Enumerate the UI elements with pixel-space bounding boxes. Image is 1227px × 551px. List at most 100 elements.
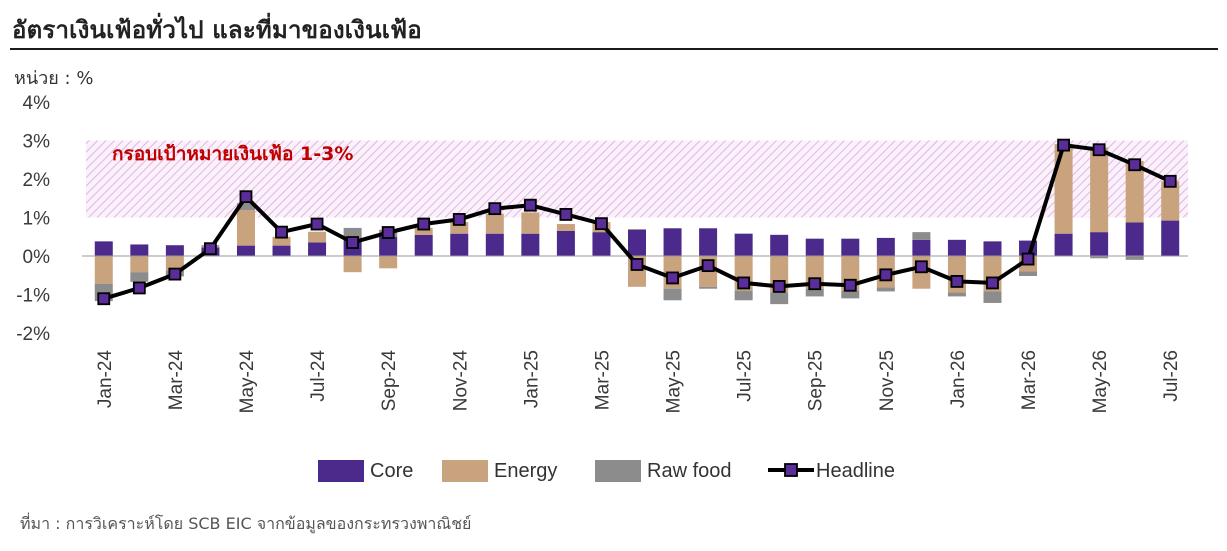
bar-raw-food [628, 229, 646, 230]
legend-label: Raw food [647, 460, 732, 482]
x-tick-label: May-25 [664, 350, 685, 413]
bar-core [272, 245, 291, 256]
headline-point [452, 213, 466, 226]
bar-raw-food [770, 292, 789, 305]
headline-point [97, 292, 111, 306]
x-tick-label: May-26 [1090, 350, 1111, 413]
bar-core [236, 245, 255, 256]
headline-point [132, 281, 146, 295]
headline-point [666, 271, 679, 285]
bar-core [308, 242, 327, 256]
y-tick-label: 2% [23, 170, 51, 191]
headline-point [1021, 252, 1035, 266]
bar-core [521, 233, 540, 256]
x-tick-label: Jul-25 [735, 350, 756, 402]
source-note: ที่มา : การวิเคราะห์โดย SCB EIC จากข้อมู… [20, 514, 472, 533]
x-tick-label: Jul-26 [1161, 350, 1182, 402]
bar-raw-food [947, 292, 966, 297]
bar-energy [1161, 181, 1180, 221]
headline-point [417, 217, 431, 231]
bar-energy [450, 222, 469, 234]
x-tick-label: Sep-25 [806, 350, 827, 411]
bar-raw-food [343, 227, 362, 239]
headline-point [950, 275, 964, 288]
y-tick-label: 1% [23, 209, 51, 230]
x-tick-label: Jan-25 [521, 350, 542, 408]
bar-core [947, 239, 966, 256]
bar-energy [130, 256, 149, 273]
x-tick-label: Nov-25 [877, 350, 898, 411]
bar-energy [1090, 147, 1109, 233]
bar-core [1090, 232, 1109, 256]
bar-core [628, 229, 646, 256]
bar-core [876, 237, 895, 256]
headline-point [168, 267, 182, 281]
bar-core [770, 234, 789, 256]
x-tick-label: May-24 [237, 350, 258, 414]
headline-point [914, 260, 928, 274]
bar-raw-food [983, 291, 1002, 303]
headline-point [346, 236, 360, 249]
bar-energy [1054, 145, 1073, 234]
bar-energy [165, 256, 184, 271]
bar-core [485, 233, 504, 256]
legend-label: Energy [494, 460, 557, 482]
headline-point [1057, 138, 1070, 152]
bar-core [450, 233, 469, 256]
y-tick-label: 4% [23, 93, 51, 114]
bar-energy [236, 210, 255, 246]
x-tick-label: Mar-26 [1019, 350, 1040, 410]
headline-point [523, 198, 537, 212]
x-tick-label: Mar-24 [166, 350, 187, 411]
headline-point [808, 277, 822, 291]
x-tick-label: Mar-25 [592, 350, 613, 410]
y-tick-label: 3% [23, 132, 51, 153]
target-band-label: กรอบเป้าหมายเงินเฟ้อ 1-3% [112, 143, 353, 165]
x-tick-label: Sep-24 [379, 350, 400, 412]
legend-label: Headline [816, 460, 895, 482]
bar-raw-food [1019, 271, 1038, 277]
bar-energy [379, 256, 398, 269]
bar-core [983, 241, 1002, 256]
bar-raw-food [130, 272, 149, 282]
bar-core [805, 238, 824, 256]
x-tick-label: Jul-24 [308, 350, 329, 402]
headline-point [1128, 158, 1142, 172]
bar-energy [521, 212, 540, 234]
headline-point [239, 190, 253, 204]
bar-core [130, 244, 149, 256]
bar-core [912, 239, 931, 256]
x-tick-label: Jan-26 [948, 350, 969, 408]
bar-core [1054, 233, 1073, 256]
bar-raw-food [912, 232, 931, 240]
headline-point [772, 280, 786, 293]
headline-point [310, 217, 324, 231]
bar-raw-food [876, 287, 895, 292]
bar-energy [414, 227, 433, 235]
x-tick-label: Nov-24 [450, 350, 471, 412]
headline-point [559, 208, 573, 221]
bar-energy [556, 224, 575, 231]
bar-raw-food [1125, 256, 1144, 260]
bar-energy [343, 256, 362, 273]
bar-energy [272, 236, 291, 246]
target-band [86, 140, 1188, 218]
bar-raw-food [734, 290, 753, 301]
headline-point [843, 278, 857, 292]
bar-energy [1125, 160, 1144, 223]
bar-core [414, 234, 433, 256]
bar-core [94, 241, 113, 256]
bar-core [165, 245, 184, 256]
bar-core [592, 232, 611, 256]
bar-raw-food [236, 203, 255, 211]
headline-point [630, 258, 644, 271]
legend-label: Core [370, 460, 413, 482]
bar-core [1125, 222, 1144, 256]
y-tick-label: 0% [23, 247, 51, 268]
bar-energy [94, 256, 113, 284]
title-rule [10, 48, 1218, 50]
headline-point [879, 268, 893, 282]
bar-core [1161, 220, 1180, 256]
legend-swatch-core [318, 460, 364, 482]
